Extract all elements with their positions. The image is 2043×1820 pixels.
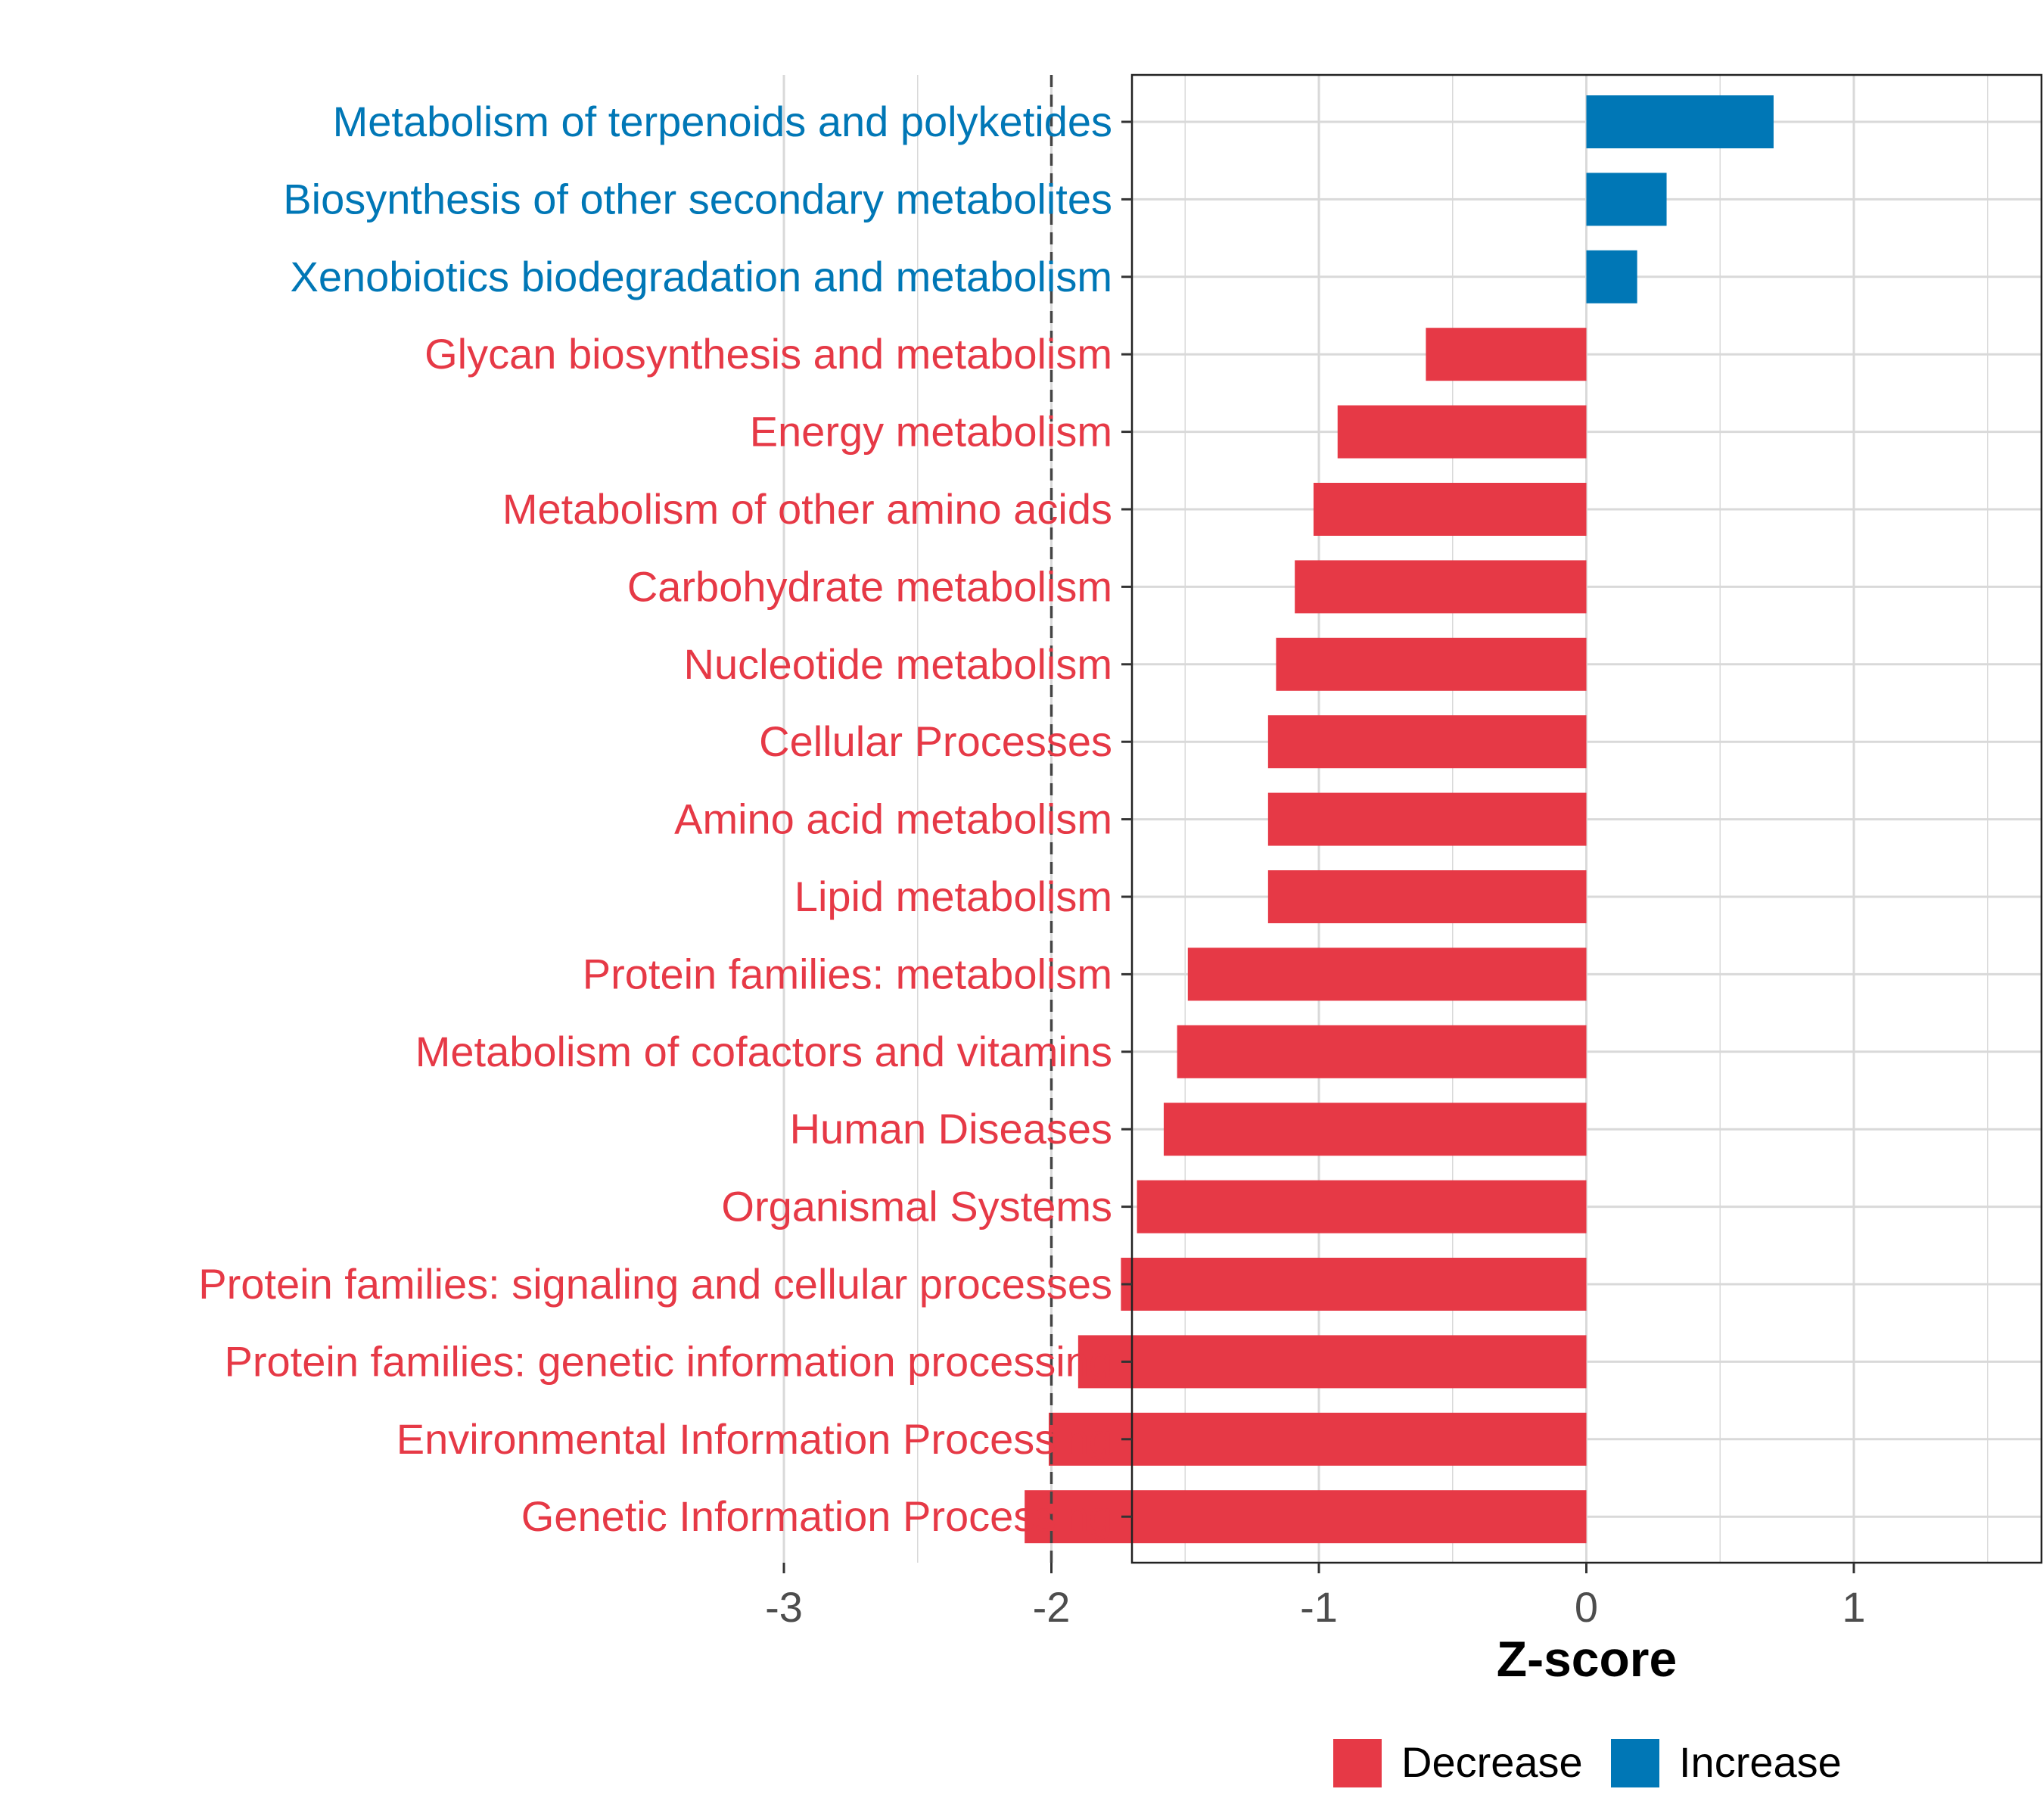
x-tick-label: 1 <box>1842 1583 1865 1631</box>
bar-decrease <box>1276 638 1586 691</box>
category-label: Protein families: metabolism <box>583 950 1112 997</box>
bar-decrease <box>1338 406 1587 459</box>
legend-label-decrease: Decrease <box>1401 1738 1583 1786</box>
x-tick-label: 0 <box>1575 1583 1598 1631</box>
bar-increase <box>1587 250 1637 303</box>
category-label: Carbohydrate metabolism <box>627 562 1112 610</box>
category-label: Environmental Information Processing <box>396 1415 1112 1463</box>
category-label: Organismal Systems <box>721 1183 1112 1230</box>
category-label: Metabolism of terpenoids and polyketides <box>333 98 1112 145</box>
category-label: Amino acid metabolism <box>674 795 1112 843</box>
bar-decrease <box>1268 793 1587 846</box>
bar-increase <box>1587 95 1774 148</box>
x-tick-label: -1 <box>1300 1583 1338 1631</box>
category-label: Cellular Processes <box>759 717 1112 765</box>
bar-decrease <box>1137 1181 1587 1234</box>
x-axis-title: Z-score <box>1497 1631 1677 1687</box>
legend-label-increase: Increase <box>1679 1738 1842 1786</box>
legend: Decrease Increase <box>1333 1738 1842 1787</box>
category-label: Nucleotide metabolism <box>684 640 1112 688</box>
bar-decrease <box>1268 870 1587 923</box>
bar-increase <box>1587 173 1667 226</box>
category-label: Human Diseases <box>790 1105 1112 1153</box>
category-label: Energy metabolism <box>750 408 1112 456</box>
category-label: Genetic Information Processing <box>521 1492 1112 1540</box>
category-label: Metabolism of cofactors and vitamins <box>415 1028 1112 1075</box>
x-tick-label: -2 <box>1033 1583 1071 1631</box>
category-label: Protein families: genetic information pr… <box>225 1337 1112 1385</box>
bar-decrease <box>1295 560 1586 613</box>
category-label: Protein families: signaling and cellular… <box>198 1260 1112 1308</box>
legend-swatch-decrease <box>1333 1739 1382 1787</box>
bar-decrease <box>1177 1025 1587 1078</box>
bar-decrease <box>1078 1335 1587 1388</box>
x-axis-ticks: -3-2-10123 <box>765 1563 2043 1631</box>
category-label: Xenobiotics biodegradation and metabolis… <box>291 253 1112 300</box>
category-label: Lipid metabolism <box>794 873 1112 920</box>
x-tick-label: -3 <box>765 1583 803 1631</box>
bar-decrease <box>1188 947 1587 1000</box>
bar-decrease <box>1164 1103 1587 1156</box>
category-label: Biosynthesis of other secondary metaboli… <box>283 175 1112 222</box>
bar-decrease <box>1121 1258 1586 1311</box>
bar-decrease <box>1268 715 1587 768</box>
category-label: Glycan biosynthesis and metabolism <box>424 330 1112 378</box>
bar-decrease <box>1426 328 1586 381</box>
bar-decrease <box>1314 483 1587 536</box>
y-axis-labels: Metabolism of terpenoids and polyketides… <box>198 98 1112 1540</box>
category-label: Metabolism of other amino acids <box>502 485 1112 533</box>
legend-swatch-increase <box>1611 1739 1659 1787</box>
